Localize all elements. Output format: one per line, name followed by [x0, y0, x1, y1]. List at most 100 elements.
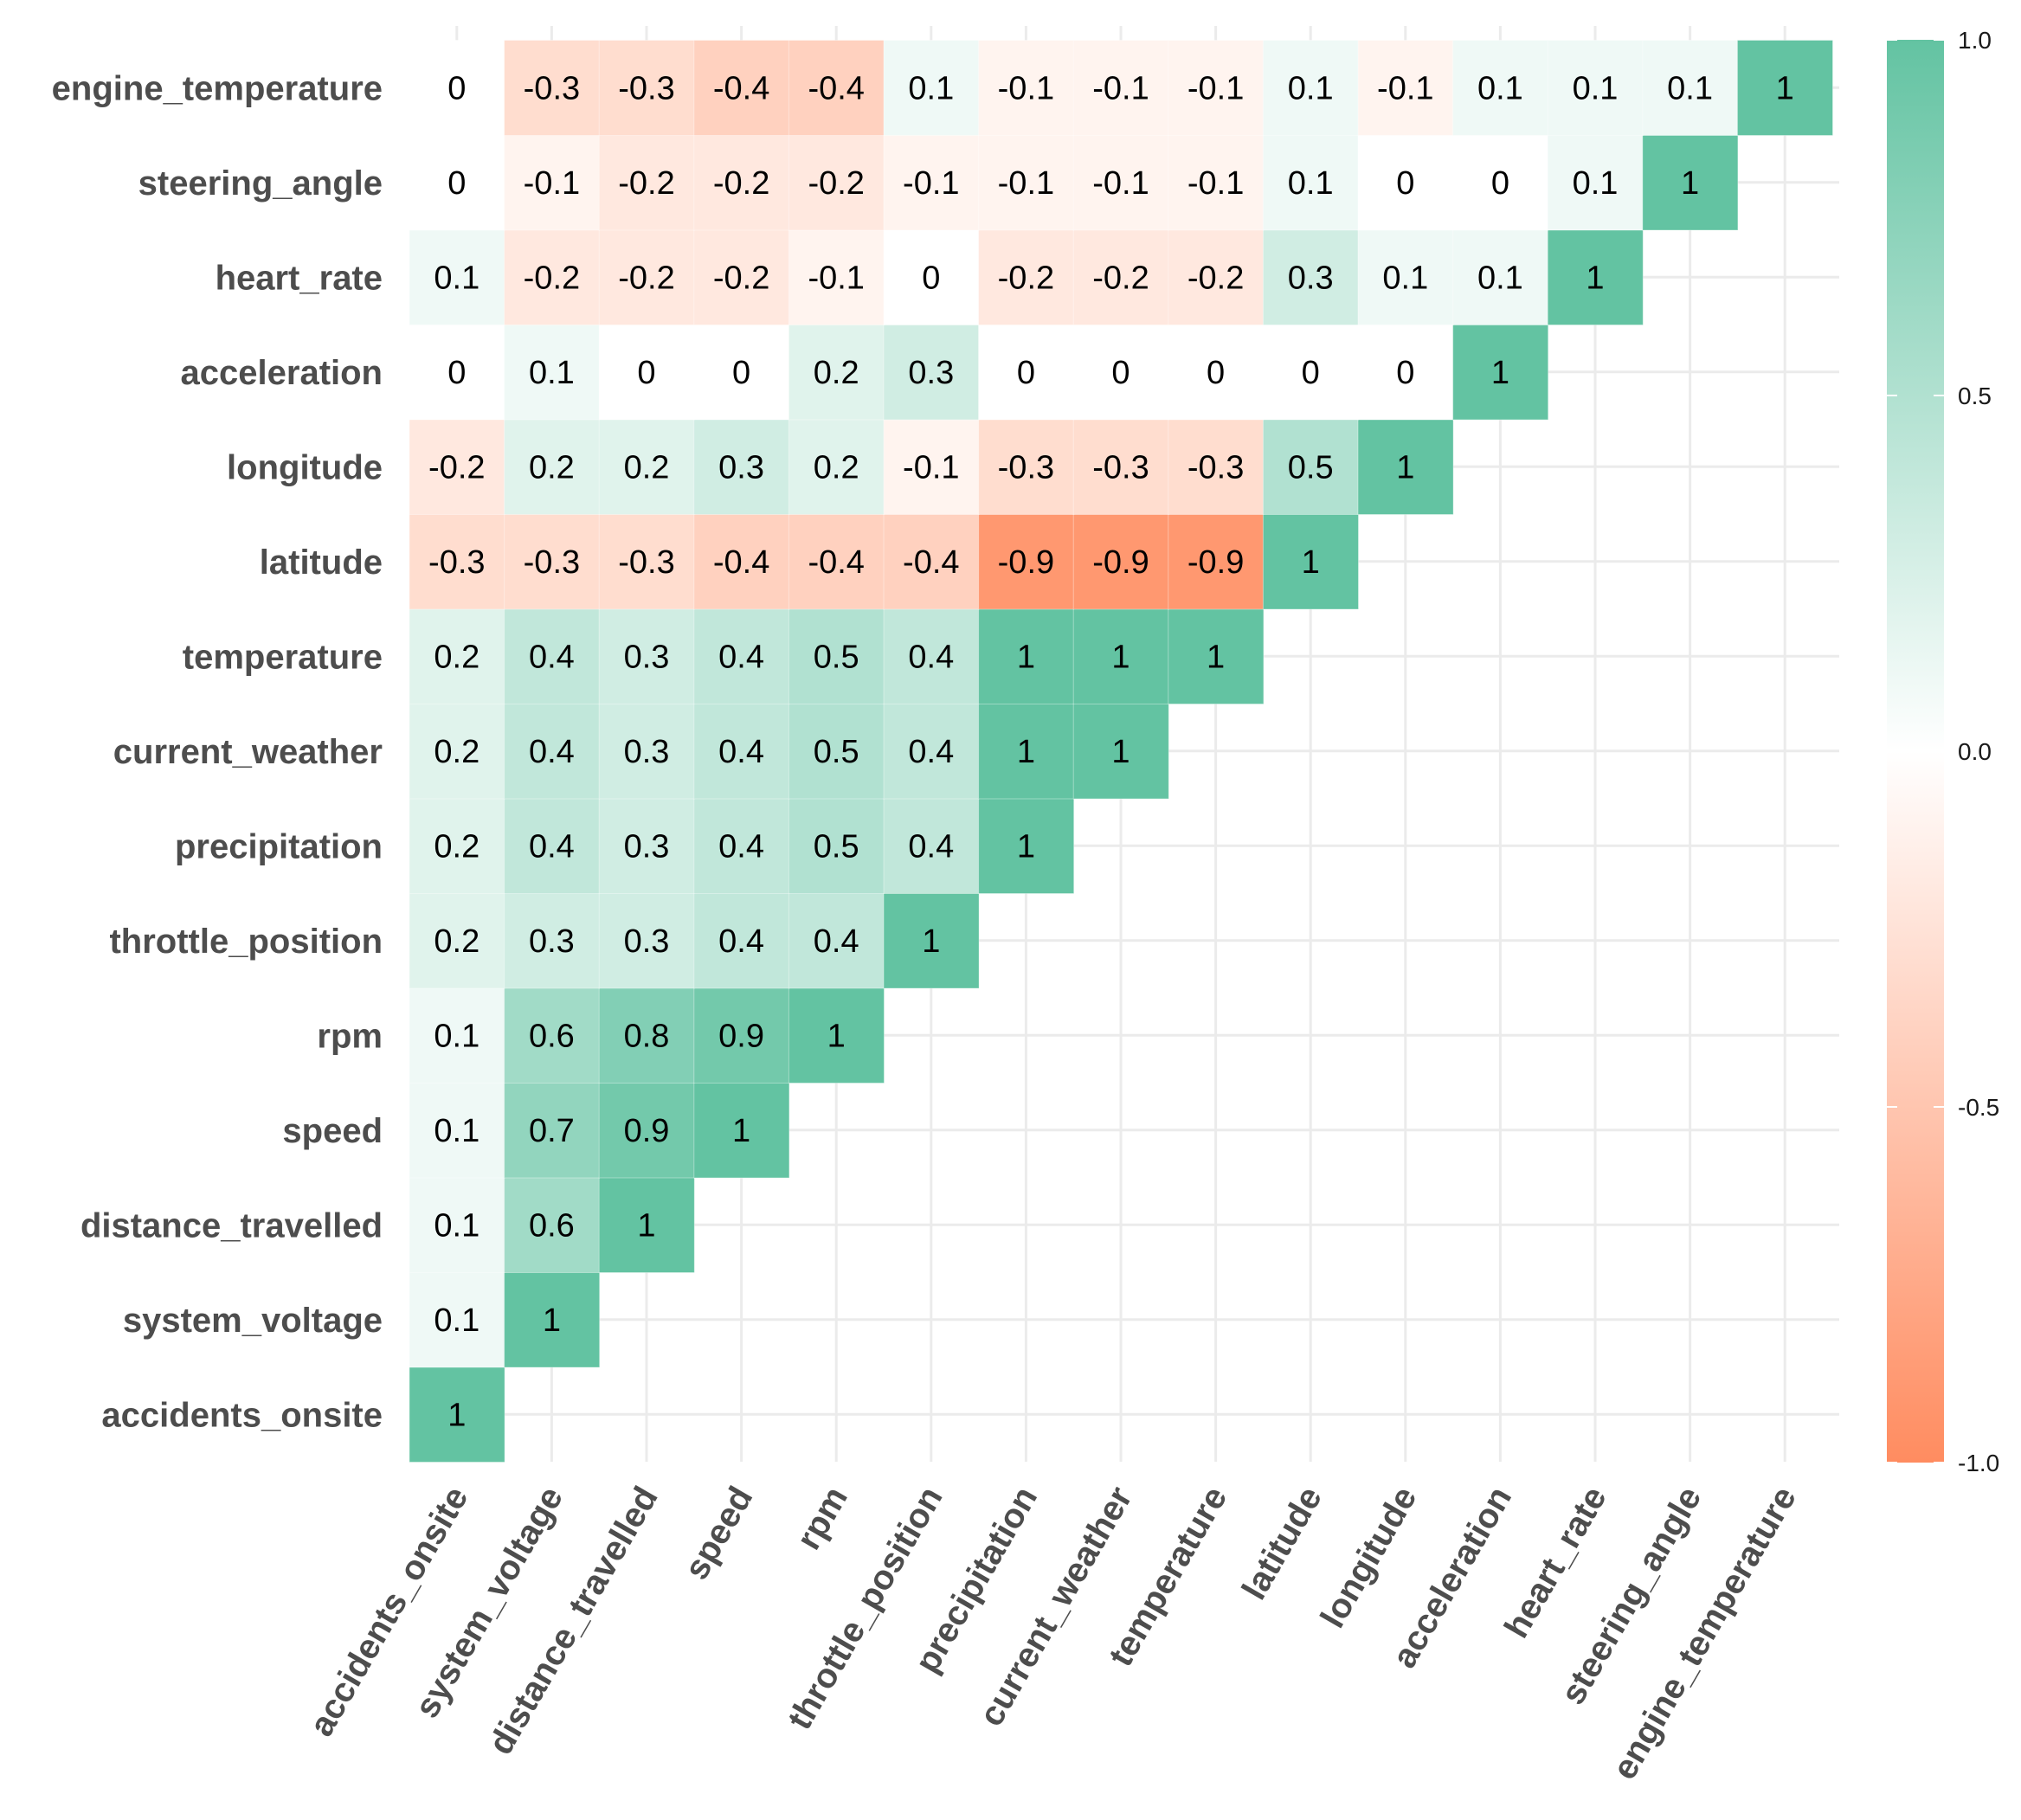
y-tick-label-engine_temperature: engine_temperature: [52, 69, 383, 107]
heatmap-cell-longitude-system_voltage: [504, 419, 601, 515]
cell-value-label: 1: [922, 923, 940, 960]
heatmap-cell-engine_temperature-rpm: [788, 40, 885, 136]
cell-value-label: -0.2: [808, 165, 864, 202]
cell-value-label: 0.3: [1288, 260, 1334, 296]
cell-value-label: -0.4: [808, 544, 864, 581]
cell-value-label: -0.2: [713, 260, 769, 296]
heatmap-cell-temperature-system_voltage: [504, 608, 601, 704]
heatmap-cell-rpm-accidents_onsite: [409, 987, 505, 1084]
heatmap-cell-latitude-throttle_position: [883, 513, 980, 610]
heatmap-cell-system_voltage-system_voltage: [504, 1271, 601, 1368]
y-tick-label-speed: speed: [282, 1112, 383, 1150]
y-tick-label-steering_angle: steering_angle: [138, 164, 383, 203]
cell-value-label: 0.4: [814, 923, 859, 960]
legend-tick-label: -1.0: [1958, 1450, 1999, 1476]
heatmap-cell-distance_travelled-distance_travelled: [598, 1177, 695, 1273]
cell-value-label: -0.3: [618, 70, 674, 106]
cell-value-label: -0.3: [428, 544, 485, 581]
heatmap-cell-steering_angle-distance_travelled: [598, 134, 695, 231]
cell-value-label: 0: [447, 355, 466, 391]
cell-value-label: 0.4: [529, 734, 575, 770]
heatmap-cell-longitude-accidents_onsite: [409, 419, 505, 515]
heatmap-cell-temperature-precipitation: [978, 608, 1075, 704]
heatmap-cell-engine_temperature-engine_temperature: [1736, 40, 1834, 136]
x-tick-label-latitude: latitude: [1235, 1481, 1329, 1606]
cell-value-label: 0.4: [718, 639, 764, 675]
heatmap-cell-distance_travelled-accidents_onsite: [409, 1177, 505, 1273]
heatmap-cell-longitude-speed: [693, 419, 790, 515]
heatmap-cell-heart_rate-precipitation: [978, 229, 1075, 325]
cell-value-label: 0.1: [1477, 70, 1523, 106]
cell-value-label: -0.4: [713, 544, 769, 581]
heatmap-cell-throttle_position-system_voltage: [504, 892, 601, 989]
heatmap-cell-acceleration-rpm: [788, 324, 885, 421]
cell-value-label: 0.1: [908, 70, 954, 106]
heatmap-cell-steering_angle-acceleration: [1452, 134, 1549, 231]
cell-value-label: 0.6: [529, 1018, 575, 1054]
cell-value-label: 0.4: [718, 828, 764, 865]
cell-value-label: 1: [1776, 70, 1794, 106]
cell-value-label: -0.1: [998, 165, 1054, 202]
y-axis-labels: accidents_onsite system_voltage distance_t…: [52, 69, 383, 1434]
cell-value-label: -0.3: [524, 544, 580, 581]
heatmap-cell-acceleration-longitude: [1357, 324, 1454, 421]
heatmap-cell-rpm-distance_travelled: [598, 987, 695, 1084]
cell-value-label: 1: [1111, 734, 1130, 770]
y-tick-label-temperature: temperature: [183, 638, 383, 676]
legend-tick-label: -0.5: [1958, 1094, 1999, 1121]
cell-value-label: 0.5: [814, 828, 859, 865]
cell-value-label: -0.1: [808, 260, 864, 296]
cell-value-label: -0.3: [998, 449, 1054, 486]
cell-value-label: 0.1: [434, 1207, 480, 1244]
heatmap-cell-acceleration-system_voltage: [504, 324, 601, 421]
heatmap-cell-acceleration-accidents_onsite: [409, 324, 505, 421]
cell-value-label: 0.1: [1477, 260, 1523, 296]
cell-value-label: 1: [637, 1207, 655, 1244]
cell-value-label: -0.3: [524, 70, 580, 106]
heatmap-cell-steering_angle-system_voltage: [504, 134, 601, 231]
heatmap-cell-acceleration-precipitation: [978, 324, 1075, 421]
cell-value-label: 0.3: [624, 828, 670, 865]
cell-value-label: -0.9: [1187, 544, 1244, 581]
cell-value-label: -0.4: [808, 70, 864, 106]
cell-value-label: 0.2: [814, 355, 859, 391]
heatmap-cell-accidents_onsite-accidents_onsite: [409, 1367, 505, 1463]
y-tick-label-throttle_position: throttle_position: [109, 923, 383, 961]
heatmap-cell-rpm-system_voltage: [504, 987, 601, 1084]
x-tick-label-engine_temperature: engine_temperature: [1606, 1481, 1804, 1786]
cell-value-label: -0.2: [1187, 260, 1244, 296]
cell-value-label: 0.8: [624, 1018, 670, 1054]
heatmap-cell-engine_temperature-heart_rate: [1547, 40, 1644, 136]
cell-value-label: 0.9: [624, 1113, 670, 1149]
cell-value-label: -0.2: [428, 449, 485, 486]
cell-value-label: -0.2: [618, 260, 674, 296]
heatmap-cell-engine_temperature-temperature: [1168, 40, 1265, 136]
cell-value-label: 0.5: [1288, 449, 1334, 486]
cell-value-label: 0.3: [529, 923, 575, 960]
heatmap-cell-precipitation-speed: [693, 798, 790, 894]
heatmap-cell-current_weather-distance_travelled: [598, 703, 695, 800]
heatmap-cell-heart_rate-system_voltage: [504, 229, 601, 325]
cell-value-label: 0.3: [624, 639, 670, 675]
cell-value-label: -0.1: [1377, 70, 1433, 106]
heatmap-cell-steering_angle-steering_angle: [1642, 134, 1739, 231]
heatmap-cell-latitude-accidents_onsite: [409, 513, 505, 610]
legend-tick-label: 0.5: [1958, 383, 1992, 409]
cell-value-label: 0: [1017, 355, 1035, 391]
heatmap-cell-precipitation-accidents_onsite: [409, 798, 505, 894]
heatmap-cell-system_voltage-accidents_onsite: [409, 1271, 505, 1368]
cell-value-label: 0.1: [434, 1113, 480, 1149]
heatmap-cell-speed-distance_travelled: [598, 1082, 695, 1179]
heatmap-cell-engine_temperature-accidents_onsite: [409, 40, 505, 136]
heatmap-cell-current_weather-system_voltage: [504, 703, 601, 800]
y-tick-label-current_weather: current_weather: [113, 733, 383, 771]
heatmap-cell-acceleration-temperature: [1168, 324, 1265, 421]
heatmap-cell-engine_temperature-current_weather: [1072, 40, 1169, 136]
heatmap-cell-heart_rate-heart_rate: [1547, 229, 1644, 325]
cell-value-label: 0: [1396, 165, 1414, 202]
cell-value-label: 0: [1302, 355, 1320, 391]
y-tick-label-distance_travelled: distance_travelled: [80, 1206, 383, 1244]
heatmap-cell-throttle_position-distance_travelled: [598, 892, 695, 989]
cell-value-label: 0.2: [434, 734, 480, 770]
cell-value-label: 0.4: [718, 734, 764, 770]
